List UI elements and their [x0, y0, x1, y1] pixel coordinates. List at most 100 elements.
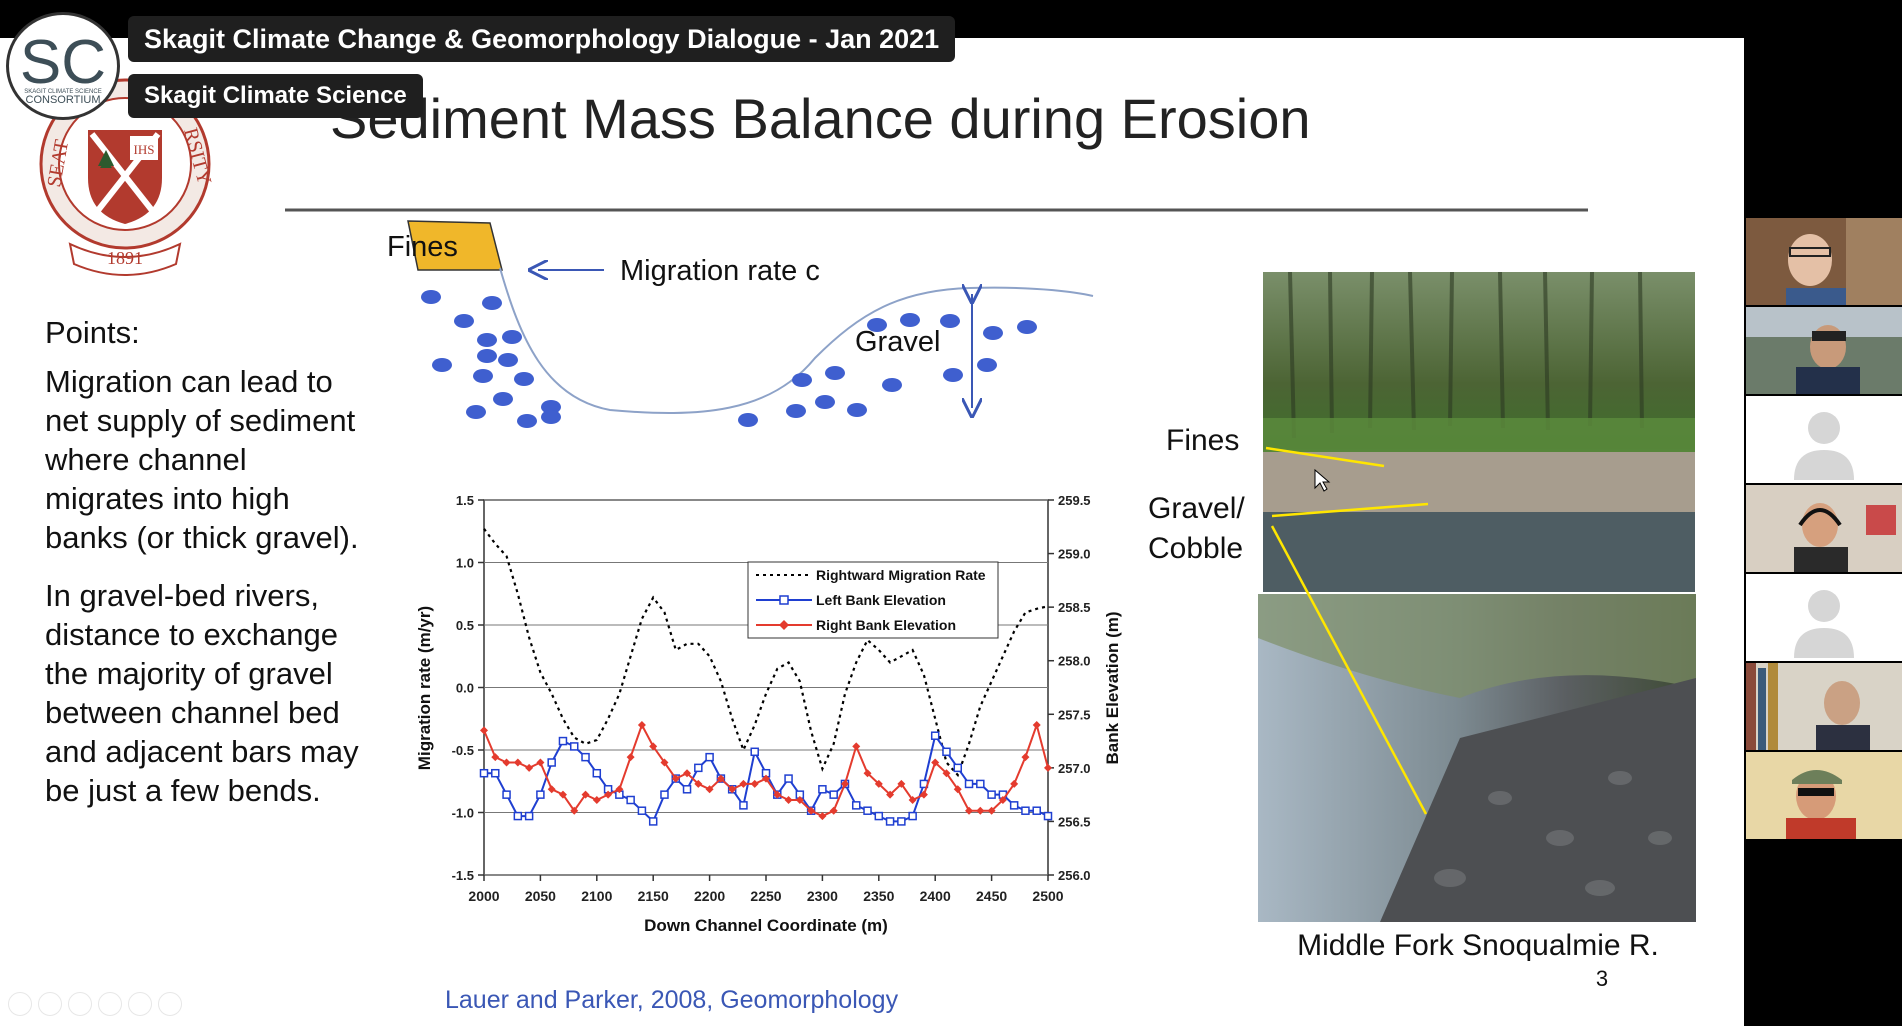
point-1-line-1: Migration can lead to	[45, 364, 333, 399]
chart-point-right-bank	[536, 758, 545, 767]
chart-point-left-bank	[750, 747, 759, 757]
chart-point-left-bank	[829, 790, 838, 799]
point-2-line-2: distance to exchange	[45, 617, 338, 652]
chart-point-right-bank	[987, 806, 996, 815]
chart-point-right-bank	[1010, 779, 1019, 788]
chart-point-left-bank	[953, 763, 963, 773]
chart-point-left-bank	[885, 817, 895, 826]
participant-tile-6[interactable]	[1746, 663, 1902, 750]
chart-right-ticks: 259.5 259.0 258.5 258.0 257.5 257.0 256.5 256.0	[1058, 493, 1091, 883]
chart-point-right-bank	[953, 785, 962, 794]
chart-point-left-bank	[491, 768, 500, 778]
chart-point-right-bank	[976, 806, 985, 815]
toolbar-icon-5[interactable]	[128, 992, 152, 1016]
point-2-line-1: In gravel-bed rivers,	[45, 578, 319, 613]
chart-point-right-bank	[818, 812, 827, 821]
chart-point-left-bank	[1032, 806, 1041, 815]
chart-point-left-bank	[908, 811, 917, 821]
participant-tile-1[interactable]	[1746, 218, 1902, 305]
chart-point-left-bank	[863, 806, 872, 815]
chart-y2-tick-label: 259.5	[1058, 493, 1091, 508]
chart-y-tick-label: -1.5	[452, 868, 474, 883]
toolbar-icon-3[interactable]	[68, 992, 92, 1016]
meeting-title-banner: Skagit Climate Change & Geomorphology Di…	[128, 16, 956, 62]
chart-point-left-bank	[502, 790, 511, 799]
chart-point-right-bank	[513, 758, 522, 767]
participant-tile-3[interactable]	[1746, 396, 1902, 483]
chart-point-right-bank	[525, 763, 534, 772]
points-heading: Points:	[45, 315, 140, 350]
legend-item-right-bank: Right Bank Elevation	[816, 617, 956, 633]
chart-point-right-bank	[773, 790, 782, 799]
chart-point-right-bank	[829, 806, 838, 815]
photo-label-gravel-2: Cobble	[1148, 532, 1243, 565]
toolbar-icon-1[interactable]	[8, 992, 32, 1016]
participant-tile-7[interactable]	[1746, 752, 1902, 839]
photo-forest-bank	[1263, 271, 1695, 592]
gravel-label: Gravel	[855, 326, 940, 358]
chart-point-right-bank	[615, 785, 624, 794]
host-name-badge: Skagit Climate Science	[128, 74, 423, 118]
chart-point-right-bank	[626, 753, 635, 762]
chart-point-right-bank	[705, 785, 714, 794]
chart-series	[479, 528, 1053, 826]
chart-x-tick-label: 2450	[976, 888, 1007, 904]
chart-point-left-bank	[660, 790, 669, 799]
chart-point-right-bank	[795, 796, 804, 804]
chart-y2-tick-label: 257.0	[1058, 761, 1091, 776]
chart-point-left-bank	[818, 785, 827, 794]
point-2-line-4: between channel bed	[45, 695, 340, 730]
seal-year: 1891	[107, 248, 143, 268]
chart-point-right-bank	[863, 769, 872, 778]
participant-tile-5[interactable]	[1746, 574, 1902, 661]
chart-point-right-bank	[728, 785, 737, 794]
slide-canvas: IHS SEAT RSITY 1891 Sediment Mass Balanc…	[39, 78, 1696, 1014]
seal-monogram: IHS	[134, 142, 155, 157]
toolbar-icon-6[interactable]	[158, 992, 182, 1016]
point-2-line-3: the majority of gravel	[45, 656, 333, 691]
chart-point-left-bank	[987, 790, 996, 799]
photo-river-cobble	[1258, 594, 1696, 922]
chart-y-tick-label: -0.5	[452, 743, 474, 758]
chart-point-left-bank	[784, 774, 793, 783]
participant-tile-2[interactable]	[1746, 307, 1902, 394]
chart-point-right-bank	[491, 753, 500, 762]
chart-point-left-bank	[930, 731, 940, 740]
migration-elevation-chart: 1.5 1.0 0.5 0.0 -0.5 -1.0 -1.5 259.5 259.0 258.5…	[415, 493, 1122, 935]
annotation-toolbar[interactable]	[8, 992, 182, 1016]
citation: Lauer and Parker, 2008, Geomorphology	[445, 986, 899, 1014]
chart-point-right-bank	[649, 742, 658, 751]
chart-point-left-bank	[637, 806, 647, 815]
chart-point-left-bank	[626, 795, 635, 805]
chart-point-right-bank	[683, 769, 692, 778]
logo-caption-2: CONSORTIUM	[26, 94, 101, 106]
fines-label: Fines	[387, 231, 458, 263]
chart-point-right-bank	[942, 769, 951, 778]
chart-point-right-bank	[852, 742, 861, 751]
chart-x-ticks: 2000 2050 2100 2150 2200 2250 2300 2350 2400 2450…	[468, 888, 1063, 904]
chart-point-right-bank	[660, 758, 669, 767]
chart-point-right-bank	[807, 806, 816, 815]
chart-point-left-bank	[536, 790, 545, 799]
chart-x-tick-label: 2400	[920, 888, 951, 904]
participant-video-2	[1746, 307, 1902, 394]
slide-page-number: 3	[1596, 966, 1608, 991]
default-avatar-icon	[1794, 589, 1854, 658]
participant-tile-4[interactable]	[1746, 485, 1902, 572]
gravel-particles	[421, 290, 1037, 428]
chart-point-left-bank	[524, 811, 534, 821]
chart-y2-tick-label: 256.0	[1058, 868, 1091, 883]
chart-point-right-bank	[716, 774, 725, 783]
point-2-line-6: be just a few bends.	[45, 773, 321, 808]
toolbar-icon-4[interactable]	[98, 992, 122, 1016]
participant-video-4	[1746, 485, 1902, 572]
chart-point-right-bank	[886, 790, 895, 799]
chart-point-right-bank	[637, 721, 646, 729]
host-logo-avatar[interactable]: SC SKAGIT CLIMATE SCIENCE CONSORTIUM	[6, 12, 120, 120]
point-1-line-2: net supply of sediment	[45, 403, 356, 438]
chart-point-left-bank	[942, 747, 951, 757]
chart-legend: Rightward Migration Rate Left Bank Eleva…	[747, 561, 999, 639]
chart-point-left-bank	[592, 768, 602, 778]
chart-point-left-bank	[1009, 801, 1019, 810]
toolbar-icon-2[interactable]	[38, 992, 62, 1016]
